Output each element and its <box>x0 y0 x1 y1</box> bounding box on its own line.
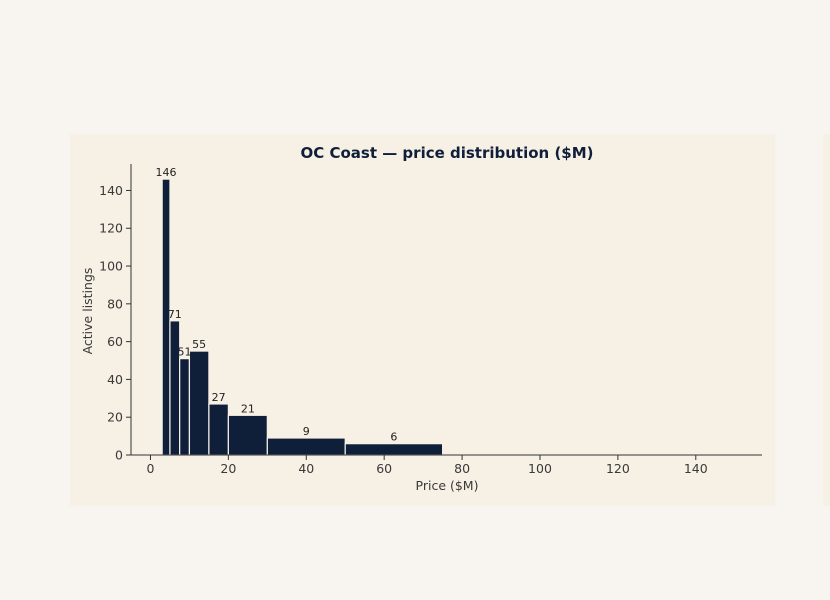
bar-value-label: 6 <box>390 431 397 444</box>
histogram-bar <box>208 403 229 456</box>
histogram-chart: OC Coast — price distribution ($M) 146 71… <box>80 144 762 493</box>
y-tick-label: 60 <box>107 334 123 349</box>
histogram-bar <box>227 414 268 456</box>
bar-value-label: 27 <box>212 391 226 404</box>
panel-edge-strip <box>823 134 830 506</box>
axes-group: 0 20 40 60 80 100 120 140 0 20 40 60 80 100 120 140 <box>99 164 762 476</box>
bar-value-label: 55 <box>192 338 206 351</box>
bar-value-label: 51 <box>178 346 192 359</box>
x-tick-label: 40 <box>298 461 314 476</box>
histogram-bar <box>344 443 444 456</box>
x-axis-title: Price ($M) <box>416 478 479 493</box>
x-tick-label: 100 <box>528 461 552 476</box>
bar-value-label: 71 <box>168 308 182 321</box>
x-tick-label: 80 <box>454 461 470 476</box>
bars-group <box>161 178 444 456</box>
x-tick-label: 20 <box>220 461 236 476</box>
x-tick-label: 60 <box>376 461 392 476</box>
chart-title: OC Coast — price distribution ($M) <box>300 144 593 162</box>
histogram-bar <box>266 437 346 456</box>
y-tick-label: 0 <box>115 448 123 463</box>
y-tick-label: 120 <box>99 221 123 236</box>
y-tick-label: 140 <box>99 183 123 198</box>
y-tick-label: 40 <box>107 372 123 387</box>
y-axis-title: Active listings <box>80 268 95 355</box>
bar-value-label: 21 <box>241 402 255 415</box>
bar-value-label: 146 <box>156 166 177 179</box>
histogram-bar <box>179 358 191 456</box>
y-tick-label: 100 <box>99 259 123 274</box>
histogram-bar <box>188 350 210 456</box>
x-tick-label: 140 <box>684 461 708 476</box>
x-tick-label: 0 <box>146 461 154 476</box>
chart-panel: OC Coast — price distribution ($M) 146 71… <box>70 134 775 506</box>
bar-value-label: 9 <box>303 425 310 438</box>
x-tick-label: 120 <box>606 461 630 476</box>
y-tick-label: 20 <box>107 410 123 425</box>
histogram-bar <box>169 320 181 456</box>
y-tick-label: 80 <box>107 296 123 311</box>
